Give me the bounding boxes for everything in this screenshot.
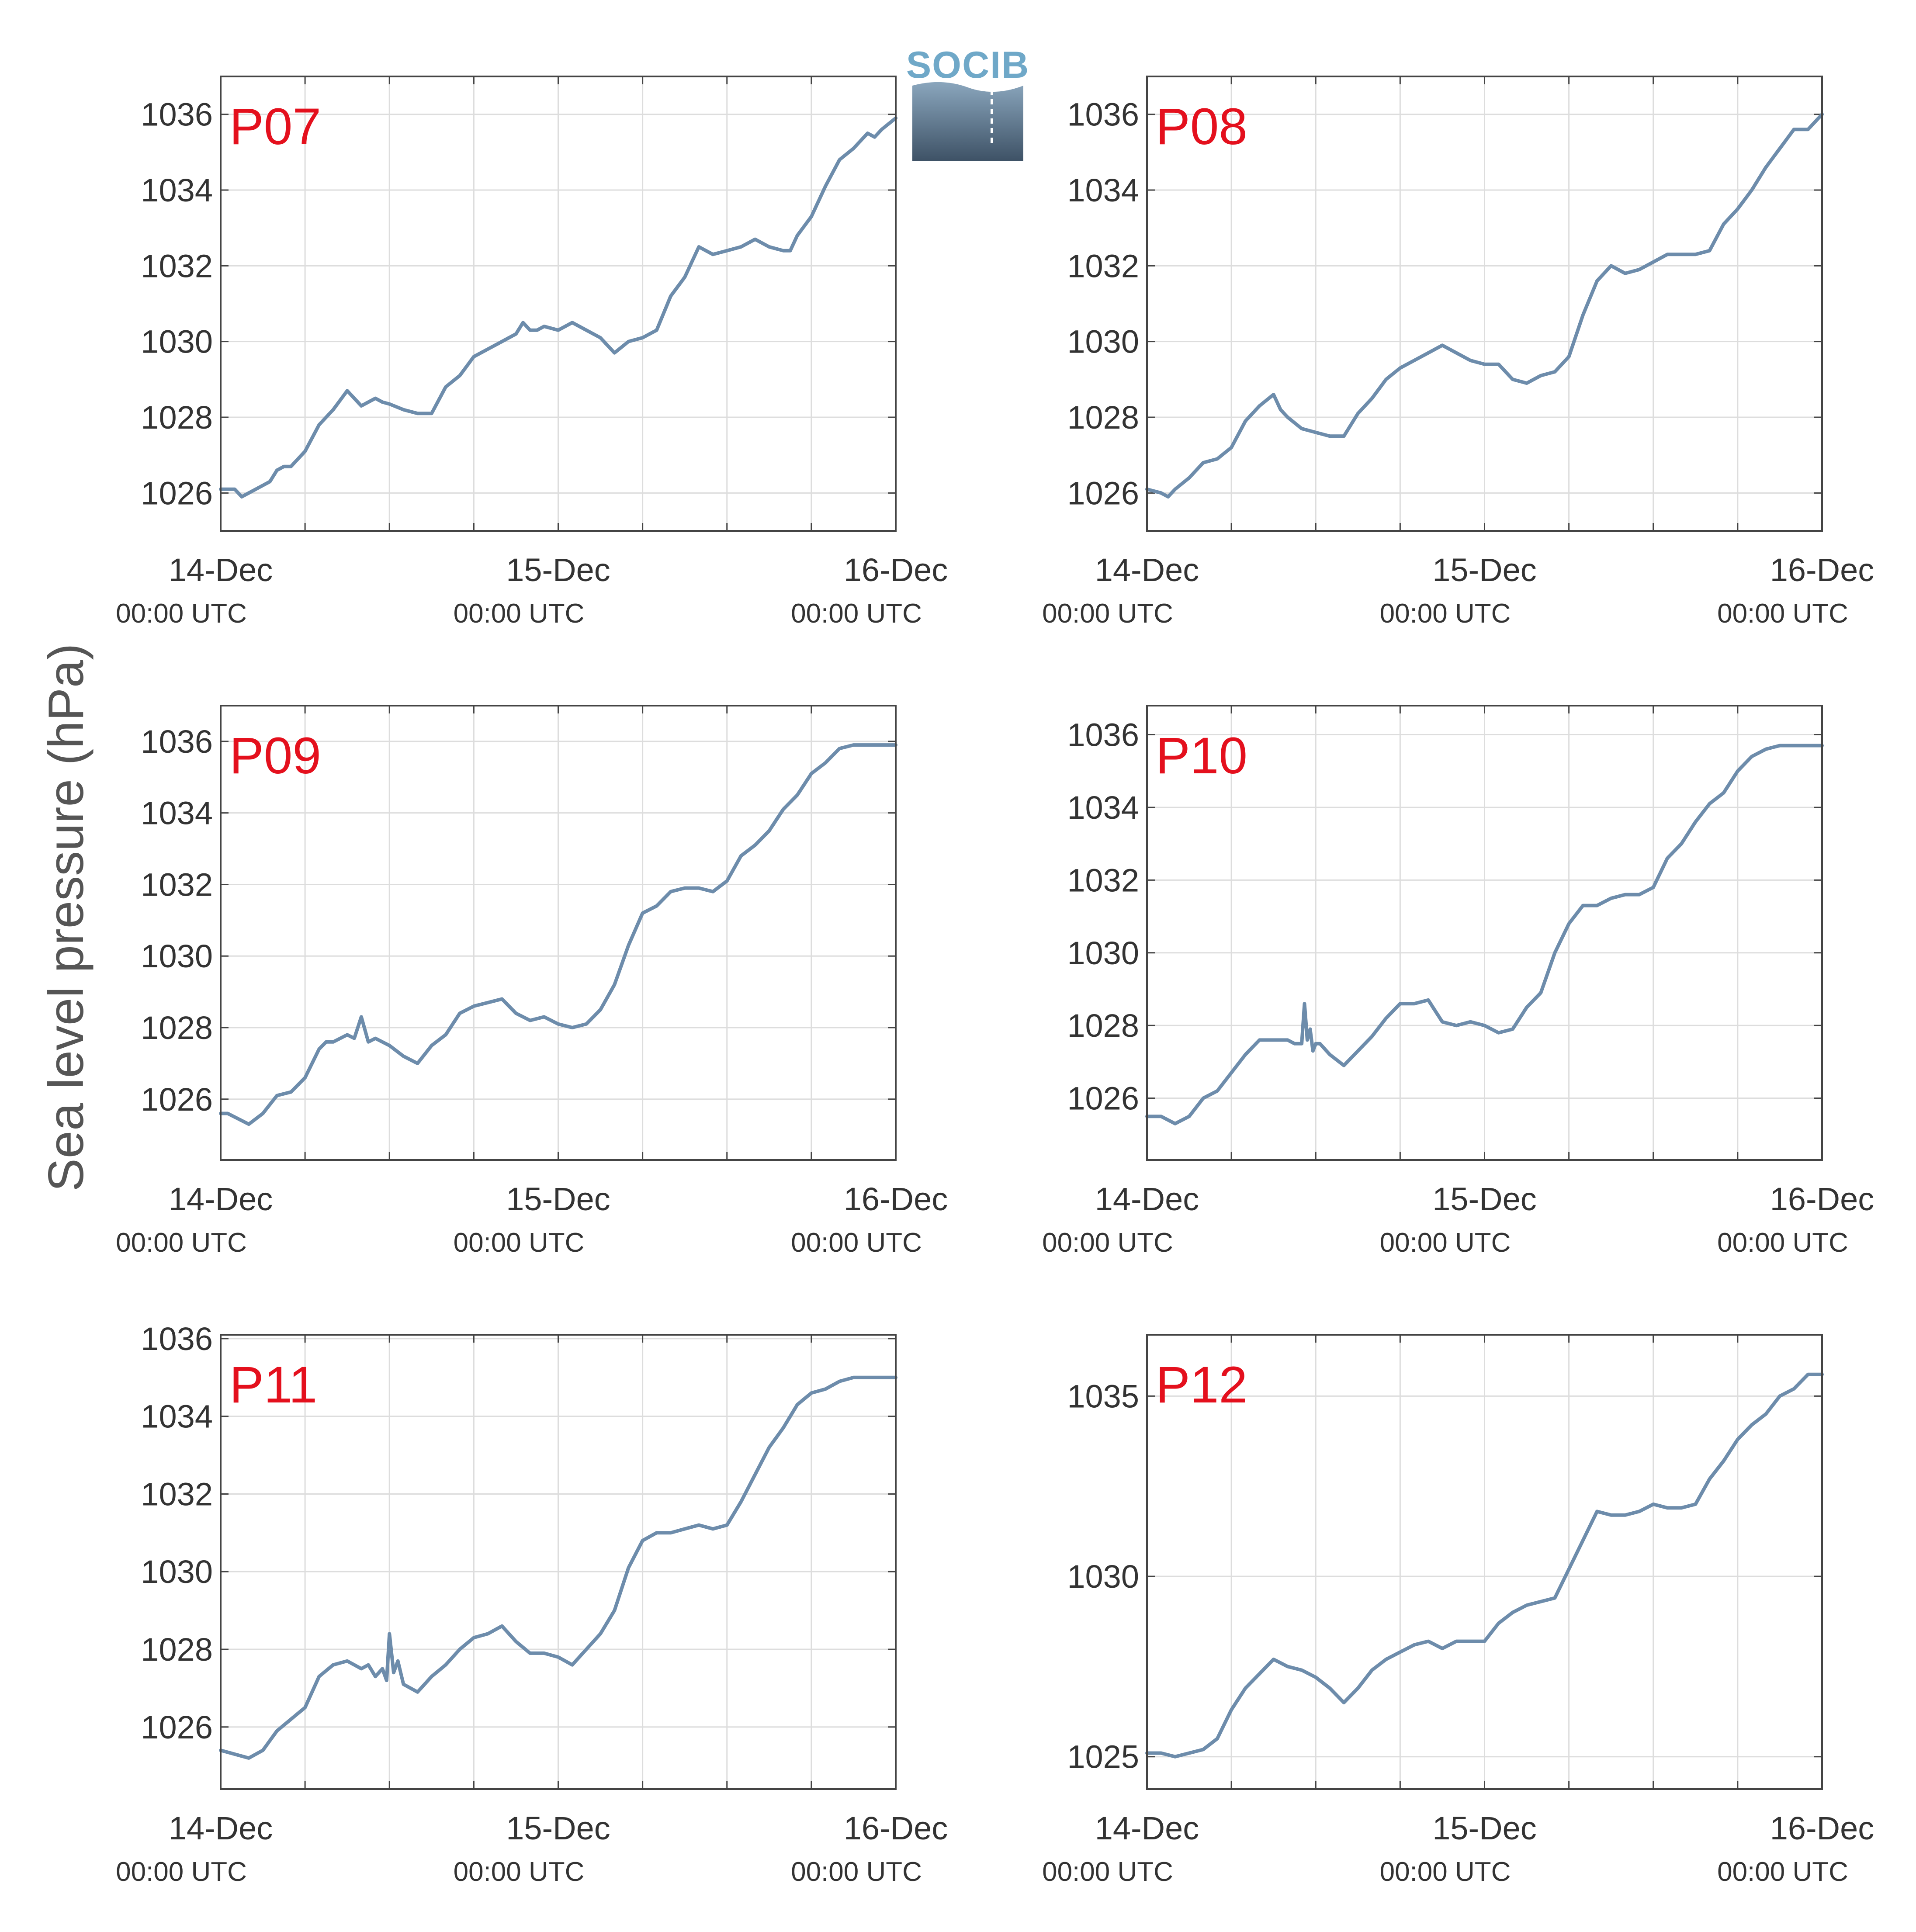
panel-p11-y-tick-label: 1030 xyxy=(141,1554,213,1590)
panel-p07-x-tick-label: 15-Dec xyxy=(506,552,610,588)
panel-p11-x-tick-label: 14-Dec xyxy=(169,1810,273,1846)
panel-p11-y-tick-label: 1028 xyxy=(141,1631,213,1668)
panel-p10-frame xyxy=(1146,705,1823,1161)
panel-p07-x-tick-time-label: 00:00 UTC xyxy=(116,599,247,629)
panel-p10-x-tick-time-label: 00:00 UTC xyxy=(1717,1228,1848,1258)
panel-p11-y-tick-label: 1026 xyxy=(141,1709,213,1745)
socib-logo-wave xyxy=(912,82,1023,161)
panel-p11-x-tick-label: 16-Dec xyxy=(844,1810,948,1846)
socib-logo: SOCIB xyxy=(906,44,1029,161)
panel-p12-y-tick-label: 1035 xyxy=(1067,1378,1139,1414)
panel-p09: 1026 1028 1030 1032 1034 1036 14-Dec 00:00 UTC 1… xyxy=(116,705,948,1258)
panel-p08: 1026 1028 1030 1032 1034 1036 14-Dec 00:00 UTC 1… xyxy=(1042,76,1874,629)
panel-p07-x-tick-label: 14-Dec xyxy=(169,552,273,588)
panel-p12-x-tick-time-label: 00:00 UTC xyxy=(1042,1857,1173,1887)
panel-p09-y-tick-label: 1032 xyxy=(141,866,213,903)
panel-p12-frame xyxy=(1146,1334,1823,1790)
panel-p12-x-tick-label: 15-Dec xyxy=(1432,1810,1537,1846)
panel-p08-x-tick-label: 14-Dec xyxy=(1095,552,1199,588)
panel-p12-y-tick-label: 1030 xyxy=(1067,1558,1139,1595)
panel-p09-y-tick-label: 1036 xyxy=(141,724,213,760)
panel-p07-label: P07 xyxy=(229,98,321,156)
panel-p09-y-tick-label: 1034 xyxy=(141,795,213,831)
panel-p11-y-tick-label: 1036 xyxy=(141,1321,213,1357)
panel-p08-frame xyxy=(1146,76,1823,532)
panel-p07-y-tick-label: 1026 xyxy=(141,475,213,511)
panel-p11-pressure-line xyxy=(219,1375,897,1760)
panel-p08-x-tick-time-label: 00:00 UTC xyxy=(1717,599,1848,629)
panel-p07-y-tick-label: 1034 xyxy=(141,172,213,208)
panel-p10-x-tick-label: 14-Dec xyxy=(1095,1181,1199,1217)
panel-p12-x-tick-time-label: 00:00 UTC xyxy=(1380,1857,1511,1887)
panel-p12-x-tick-label: 16-Dec xyxy=(1770,1810,1874,1846)
panel-p11-x-tick-time-label: 00:00 UTC xyxy=(116,1857,247,1887)
panel-p09-x-tick-label: 14-Dec xyxy=(169,1181,273,1217)
panel-p10-y-tick-label: 1036 xyxy=(1067,717,1139,753)
panel-p08-x-tick-label: 16-Dec xyxy=(1770,552,1874,588)
panel-p12-x-tick-label: 14-Dec xyxy=(1095,1810,1199,1846)
panel-p08-y-tick-label: 1032 xyxy=(1067,248,1139,284)
panel-p11-x-tick-time-label: 00:00 UTC xyxy=(791,1857,922,1887)
panel-p09-x-tick-time-label: 00:00 UTC xyxy=(454,1228,585,1258)
panel-p09-label: P09 xyxy=(229,727,321,785)
panel-p07: 1026 1028 1030 1032 1034 1036 14-Dec 00:00 UTC 1… xyxy=(116,76,948,629)
panel-p07-y-tick-label: 1028 xyxy=(141,399,213,436)
panel-p07-x-tick-time-label: 00:00 UTC xyxy=(454,599,585,629)
panel-p10: 1026 1028 1030 1032 1034 1036 14-Dec 00:00 UTC 1… xyxy=(1042,705,1874,1258)
panel-p10-y-tick-label: 1026 xyxy=(1067,1080,1139,1117)
panel-p11-label: P11 xyxy=(229,1356,317,1414)
panel-p08-x-tick-label: 15-Dec xyxy=(1432,552,1537,588)
panel-p08-y-tick-label: 1028 xyxy=(1067,399,1139,436)
panel-p09-frame xyxy=(220,705,897,1161)
y-axis-label: Sea level pressure (hPa) xyxy=(38,644,94,1192)
panel-p07-x-tick-time-label: 00:00 UTC xyxy=(791,599,922,629)
panel-p12-label: P12 xyxy=(1156,1356,1247,1414)
panel-p10-x-tick-label: 16-Dec xyxy=(1770,1181,1874,1217)
panel-p12-y-tick-label: 1025 xyxy=(1067,1739,1139,1775)
panel-p09-x-tick-time-label: 00:00 UTC xyxy=(116,1228,247,1258)
panel-p08-pressure-line xyxy=(1145,112,1824,499)
panel-p07-pressure-line xyxy=(219,116,897,499)
panel-p08-y-tick-label: 1026 xyxy=(1067,475,1139,511)
panel-p08-x-tick-time-label: 00:00 UTC xyxy=(1042,599,1173,629)
panel-p12-x-tick-time-label: 00:00 UTC xyxy=(1717,1857,1848,1887)
panel-p08-label: P08 xyxy=(1156,98,1247,156)
panel-p09-x-tick-time-label: 00:00 UTC xyxy=(791,1228,922,1258)
panel-p10-y-tick-label: 1032 xyxy=(1067,862,1139,898)
panel-p11-y-tick-label: 1034 xyxy=(141,1399,213,1435)
panel-p07-x-tick-label: 16-Dec xyxy=(844,552,948,588)
panel-p10-x-tick-time-label: 00:00 UTC xyxy=(1042,1228,1173,1258)
panel-p12-pressure-line xyxy=(1145,1372,1824,1759)
panel-p07-y-tick-label: 1030 xyxy=(141,324,213,360)
panel-p07-frame xyxy=(220,76,897,532)
panel-p09-y-tick-label: 1030 xyxy=(141,938,213,974)
panel-p10-x-tick-time-label: 00:00 UTC xyxy=(1380,1228,1511,1258)
panel-p07-y-tick-label: 1036 xyxy=(141,97,213,133)
panel-p11-frame xyxy=(220,1334,897,1790)
panel-p11: 1026 1028 1030 1032 1034 1036 14-Dec 00:00 UTC 1… xyxy=(116,1321,948,1887)
panel-p10-y-tick-label: 1030 xyxy=(1067,935,1139,971)
panel-p10-label: P10 xyxy=(1156,727,1247,785)
panel-p09-x-tick-label: 16-Dec xyxy=(844,1181,948,1217)
panel-p08-y-tick-label: 1030 xyxy=(1067,324,1139,360)
panel-p11-x-tick-label: 15-Dec xyxy=(506,1810,610,1846)
panel-p12: 1025 1030 1035 14-Dec 00:00 UTC 15-Dec 00:00 U… xyxy=(1042,1334,1874,1887)
panel-p09-x-tick-label: 15-Dec xyxy=(506,1181,610,1217)
panel-p09-y-tick-label: 1026 xyxy=(141,1081,213,1118)
panel-p11-y-tick-label: 1032 xyxy=(141,1476,213,1512)
panel-p10-y-tick-label: 1028 xyxy=(1067,1008,1139,1044)
panel-p08-x-tick-time-label: 00:00 UTC xyxy=(1380,599,1511,629)
panel-p07-y-tick-label: 1032 xyxy=(141,248,213,284)
panel-p08-y-tick-label: 1036 xyxy=(1067,97,1139,133)
socib-logo-text: SOCIB xyxy=(906,44,1029,86)
panel-p08-y-tick-label: 1034 xyxy=(1067,172,1139,208)
panel-p09-y-tick-label: 1028 xyxy=(141,1010,213,1046)
panel-p10-y-tick-label: 1034 xyxy=(1067,789,1139,826)
panel-p11-x-tick-time-label: 00:00 UTC xyxy=(454,1857,585,1887)
panel-p10-pressure-line xyxy=(1145,744,1824,1125)
panel-p10-x-tick-label: 15-Dec xyxy=(1432,1181,1537,1217)
panel-p09-pressure-line xyxy=(219,743,897,1126)
